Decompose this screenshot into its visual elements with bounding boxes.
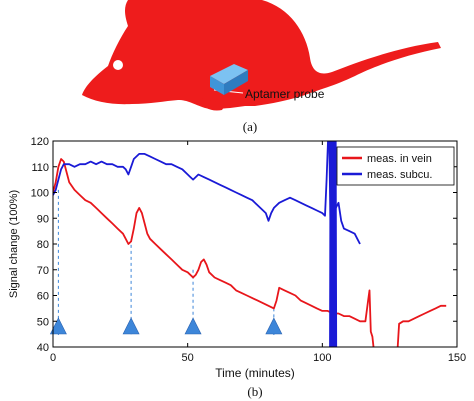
legend-label-vein: meas. in vein — [367, 153, 432, 165]
mouse-illustration: Aptamer probe (a) — [82, 0, 441, 134]
panel-a-caption: (a) — [243, 119, 257, 134]
y-tick-label: 70 — [37, 265, 49, 277]
mouse-eye-icon — [113, 60, 123, 70]
y-tick-label: 50 — [37, 316, 49, 328]
injection-marker-triangle — [184, 317, 202, 335]
series-line-vein — [53, 158, 375, 347]
aptamer-probe-icon — [210, 64, 248, 95]
injection-marker-triangle — [49, 317, 67, 335]
x-tick-label: 100 — [313, 352, 331, 364]
mouse-silhouette-icon — [82, 0, 441, 109]
panel-b-caption: (b) — [247, 384, 262, 399]
y-tick-label: 90 — [37, 213, 49, 225]
y-tick-label: 80 — [37, 239, 49, 251]
x-tick-label: 0 — [50, 352, 56, 364]
y-tick-label: 40 — [37, 342, 49, 354]
x-tick-label: 50 — [182, 352, 194, 364]
series-line-subcu — [53, 141, 329, 222]
y-tick-label: 110 — [31, 162, 49, 174]
aptamer-probe-label: Aptamer probe — [245, 87, 325, 101]
legend: meas. in vein meas. subcu. — [336, 146, 455, 186]
x-tick-label: 150 — [448, 352, 466, 364]
marker-layer — [49, 189, 283, 335]
y-tick-label: 100 — [31, 188, 49, 200]
axes-layer: 0 50 100 150 40 50 60 70 80 90 100 110 120 — [31, 136, 467, 364]
legend-box — [336, 146, 455, 186]
signal-chart: 0 50 100 150 40 50 60 70 80 90 100 110 120 Time (min… — [8, 136, 466, 399]
series-layer — [53, 141, 447, 347]
series-line-vein — [396, 304, 447, 347]
y-axis-label: Signal change (100%) — [8, 190, 20, 298]
mouse-paw-icon — [198, 98, 226, 111]
legend-label-subcu: meas. subcu. — [367, 169, 432, 181]
injection-marker-triangle — [265, 317, 283, 335]
injection-marker-triangle — [122, 317, 140, 335]
series-line-subcu — [329, 141, 338, 347]
y-tick-label: 120 — [31, 136, 49, 148]
y-tick-label: 60 — [37, 291, 49, 303]
x-axis-label: Time (minutes) — [215, 366, 295, 380]
